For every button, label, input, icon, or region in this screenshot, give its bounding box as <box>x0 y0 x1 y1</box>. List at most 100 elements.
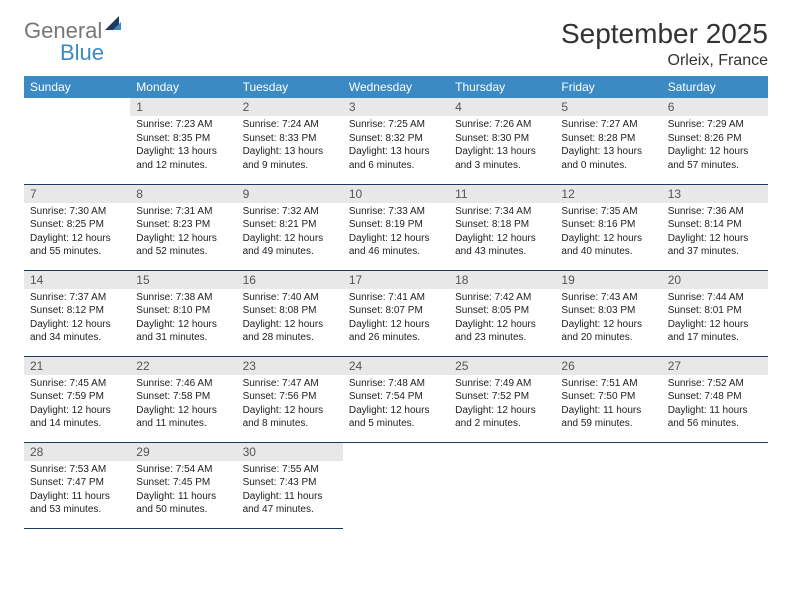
daylight-text: Daylight: 13 hours and 12 minutes. <box>136 145 230 172</box>
calendar-cell: 22Sunrise: 7:46 AMSunset: 7:58 PMDayligh… <box>130 356 236 442</box>
calendar-cell: 23Sunrise: 7:47 AMSunset: 7:56 PMDayligh… <box>237 356 343 442</box>
sunset-text: Sunset: 8:10 PM <box>136 304 230 318</box>
day-details: Sunrise: 7:34 AMSunset: 8:18 PMDaylight:… <box>449 203 555 263</box>
daylight-text: Daylight: 12 hours and 28 minutes. <box>243 318 337 345</box>
day-header: Sunday <box>24 76 130 98</box>
sunrise-text: Sunrise: 7:43 AM <box>561 291 655 305</box>
sunrise-text: Sunrise: 7:38 AM <box>136 291 230 305</box>
day-details: Sunrise: 7:52 AMSunset: 7:48 PMDaylight:… <box>662 375 768 435</box>
daylight-text: Daylight: 12 hours and 40 minutes. <box>561 232 655 259</box>
calendar-cell: 14Sunrise: 7:37 AMSunset: 8:12 PMDayligh… <box>24 270 130 356</box>
day-number: 26 <box>555 357 661 375</box>
sunset-text: Sunset: 7:59 PM <box>30 390 124 404</box>
calendar-cell: 13Sunrise: 7:36 AMSunset: 8:14 PMDayligh… <box>662 184 768 270</box>
sunset-text: Sunset: 8:26 PM <box>668 132 762 146</box>
daylight-text: Daylight: 12 hours and 8 minutes. <box>243 404 337 431</box>
sunrise-text: Sunrise: 7:31 AM <box>136 205 230 219</box>
day-number: 2 <box>237 98 343 116</box>
sunset-text: Sunset: 8:21 PM <box>243 218 337 232</box>
calendar-cell: 25Sunrise: 7:49 AMSunset: 7:52 PMDayligh… <box>449 356 555 442</box>
day-details: Sunrise: 7:44 AMSunset: 8:01 PMDaylight:… <box>662 289 768 349</box>
calendar-cell: .. <box>555 442 661 528</box>
day-header: Tuesday <box>237 76 343 98</box>
sunset-text: Sunset: 8:19 PM <box>349 218 443 232</box>
daylight-text: Daylight: 12 hours and 31 minutes. <box>136 318 230 345</box>
sunset-text: Sunset: 7:52 PM <box>455 390 549 404</box>
sunrise-text: Sunrise: 7:34 AM <box>455 205 549 219</box>
day-number: 15 <box>130 271 236 289</box>
calendar-cell: 12Sunrise: 7:35 AMSunset: 8:16 PMDayligh… <box>555 184 661 270</box>
sunset-text: Sunset: 8:18 PM <box>455 218 549 232</box>
day-header: Monday <box>130 76 236 98</box>
sunrise-text: Sunrise: 7:49 AM <box>455 377 549 391</box>
day-header: Saturday <box>662 76 768 98</box>
sunrise-text: Sunrise: 7:42 AM <box>455 291 549 305</box>
day-details: Sunrise: 7:53 AMSunset: 7:47 PMDaylight:… <box>24 461 130 521</box>
day-number: 24 <box>343 357 449 375</box>
sunrise-text: Sunrise: 7:55 AM <box>243 463 337 477</box>
sunrise-text: Sunrise: 7:32 AM <box>243 205 337 219</box>
sunrise-text: Sunrise: 7:47 AM <box>243 377 337 391</box>
day-details: Sunrise: 7:47 AMSunset: 7:56 PMDaylight:… <box>237 375 343 435</box>
daylight-text: Daylight: 12 hours and 57 minutes. <box>668 145 762 172</box>
daylight-text: Daylight: 12 hours and 20 minutes. <box>561 318 655 345</box>
sunrise-text: Sunrise: 7:23 AM <box>136 118 230 132</box>
sunrise-text: Sunrise: 7:27 AM <box>561 118 655 132</box>
day-number: 11 <box>449 185 555 203</box>
calendar-cell: .. <box>343 442 449 528</box>
sunset-text: Sunset: 8:28 PM <box>561 132 655 146</box>
daylight-text: Daylight: 13 hours and 9 minutes. <box>243 145 337 172</box>
daylight-text: Daylight: 12 hours and 5 minutes. <box>349 404 443 431</box>
calendar-cell: 9Sunrise: 7:32 AMSunset: 8:21 PMDaylight… <box>237 184 343 270</box>
day-details: Sunrise: 7:48 AMSunset: 7:54 PMDaylight:… <box>343 375 449 435</box>
calendar-cell: 18Sunrise: 7:42 AMSunset: 8:05 PMDayligh… <box>449 270 555 356</box>
daylight-text: Daylight: 12 hours and 14 minutes. <box>30 404 124 431</box>
day-details: Sunrise: 7:55 AMSunset: 7:43 PMDaylight:… <box>237 461 343 521</box>
sunset-text: Sunset: 8:05 PM <box>455 304 549 318</box>
day-number: 17 <box>343 271 449 289</box>
sunset-text: Sunset: 8:01 PM <box>668 304 762 318</box>
day-number: 30 <box>237 443 343 461</box>
day-details: Sunrise: 7:45 AMSunset: 7:59 PMDaylight:… <box>24 375 130 435</box>
calendar-cell: 7Sunrise: 7:30 AMSunset: 8:25 PMDaylight… <box>24 184 130 270</box>
day-details: Sunrise: 7:25 AMSunset: 8:32 PMDaylight:… <box>343 116 449 176</box>
day-number: 28 <box>24 443 130 461</box>
day-details: Sunrise: 7:27 AMSunset: 8:28 PMDaylight:… <box>555 116 661 176</box>
sunrise-text: Sunrise: 7:41 AM <box>349 291 443 305</box>
day-details: Sunrise: 7:51 AMSunset: 7:50 PMDaylight:… <box>555 375 661 435</box>
sunset-text: Sunset: 8:33 PM <box>243 132 337 146</box>
daylight-text: Daylight: 12 hours and 26 minutes. <box>349 318 443 345</box>
calendar-cell: 8Sunrise: 7:31 AMSunset: 8:23 PMDaylight… <box>130 184 236 270</box>
month-title: September 2025 <box>561 18 768 50</box>
sunrise-text: Sunrise: 7:36 AM <box>668 205 762 219</box>
calendar-cell: 29Sunrise: 7:54 AMSunset: 7:45 PMDayligh… <box>130 442 236 528</box>
day-number: 7 <box>24 185 130 203</box>
day-details: Sunrise: 7:33 AMSunset: 8:19 PMDaylight:… <box>343 203 449 263</box>
calendar-cell: 1Sunrise: 7:23 AMSunset: 8:35 PMDaylight… <box>130 98 236 184</box>
calendar-cell: 5Sunrise: 7:27 AMSunset: 8:28 PMDaylight… <box>555 98 661 184</box>
calendar-cell: 26Sunrise: 7:51 AMSunset: 7:50 PMDayligh… <box>555 356 661 442</box>
day-number: 1 <box>130 98 236 116</box>
day-details: Sunrise: 7:37 AMSunset: 8:12 PMDaylight:… <box>24 289 130 349</box>
day-number: 4 <box>449 98 555 116</box>
sunset-text: Sunset: 8:32 PM <box>349 132 443 146</box>
sunset-text: Sunset: 7:43 PM <box>243 476 337 490</box>
calendar-cell: 16Sunrise: 7:40 AMSunset: 8:08 PMDayligh… <box>237 270 343 356</box>
daylight-text: Daylight: 13 hours and 0 minutes. <box>561 145 655 172</box>
sunrise-text: Sunrise: 7:25 AM <box>349 118 443 132</box>
sunset-text: Sunset: 7:45 PM <box>136 476 230 490</box>
location: Orleix, France <box>561 52 768 70</box>
sunrise-text: Sunrise: 7:51 AM <box>561 377 655 391</box>
calendar-cell: .. <box>662 442 768 528</box>
day-header: Thursday <box>449 76 555 98</box>
sunrise-text: Sunrise: 7:54 AM <box>136 463 230 477</box>
daylight-text: Daylight: 12 hours and 46 minutes. <box>349 232 443 259</box>
daylight-text: Daylight: 12 hours and 11 minutes. <box>136 404 230 431</box>
calendar-table: SundayMondayTuesdayWednesdayThursdayFrid… <box>24 76 768 529</box>
calendar-cell: .. <box>449 442 555 528</box>
day-number: 8 <box>130 185 236 203</box>
sunrise-text: Sunrise: 7:44 AM <box>668 291 762 305</box>
daylight-text: Daylight: 13 hours and 6 minutes. <box>349 145 443 172</box>
sunrise-text: Sunrise: 7:48 AM <box>349 377 443 391</box>
day-number: 23 <box>237 357 343 375</box>
